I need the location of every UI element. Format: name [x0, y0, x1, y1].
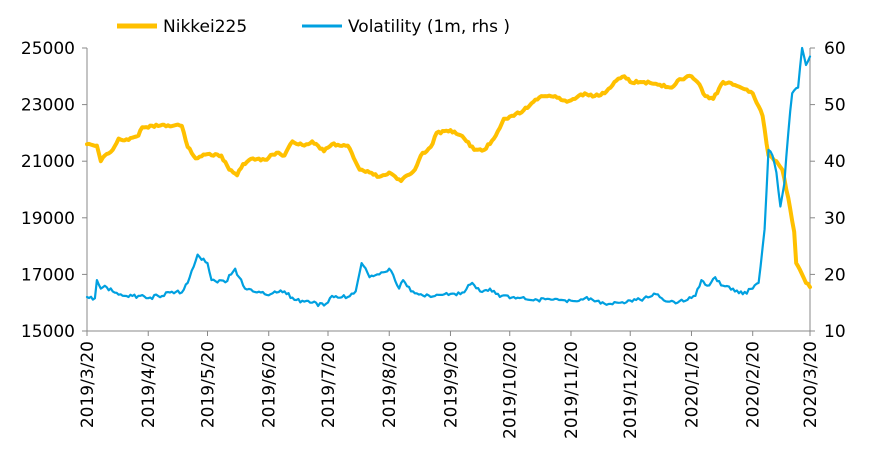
y2-axis-ticks: 10 20 30 40 50 60	[810, 39, 846, 342]
y-tick-label: 15000	[21, 322, 75, 342]
x-tick-label: 2020/1/20	[682, 341, 702, 428]
x-tick-label: 2019/4/20	[139, 341, 159, 428]
legend-label-nikkei225: Nikkei225	[163, 17, 247, 37]
series-line-volatility	[85, 46, 812, 308]
x-axis-ticks: 2019/3/20 2019/4/20 2019/5/20 2019/6/20 2019…	[78, 331, 821, 439]
y2-tick-label: 40	[824, 152, 846, 172]
x-tick-label: 2019/3/20	[78, 341, 98, 428]
plot-area	[85, 46, 812, 308]
x-tick-label: 2019/10/20	[501, 341, 521, 439]
y-tick-label: 17000	[21, 265, 75, 285]
y-tick-label: 19000	[21, 209, 75, 229]
y2-tick-label: 10	[824, 322, 846, 342]
x-tick-label: 2019/7/20	[319, 341, 339, 428]
y-tick-label: 23000	[21, 96, 75, 116]
x-tick-label: 2019/11/20	[562, 341, 582, 439]
y2-tick-label: 60	[824, 39, 846, 59]
x-tick-label: 2019/12/20	[621, 341, 641, 439]
x-tick-label: 2020/3/20	[801, 341, 821, 428]
legend: Nikkei225 Volatility (1m, rhs )	[117, 17, 510, 37]
x-tick-label: 2019/5/20	[199, 341, 219, 428]
x-tick-label: 2019/8/20	[380, 341, 400, 428]
y2-tick-label: 30	[824, 209, 846, 229]
y-axis-ticks: 15000 17000 19000 21000 23000 25000	[21, 39, 87, 342]
legend-label-volatility: Volatility (1m, rhs )	[348, 17, 510, 37]
series-line-nikkei225	[85, 73, 812, 290]
y-tick-label: 21000	[21, 152, 75, 172]
y2-tick-label: 50	[824, 96, 846, 116]
y-tick-label: 25000	[21, 39, 75, 59]
x-tick-label: 2020/2/20	[744, 341, 764, 428]
x-tick-label: 2019/6/20	[260, 341, 280, 428]
y2-tick-label: 20	[824, 265, 846, 285]
x-tick-label: 2019/9/20	[441, 341, 461, 428]
